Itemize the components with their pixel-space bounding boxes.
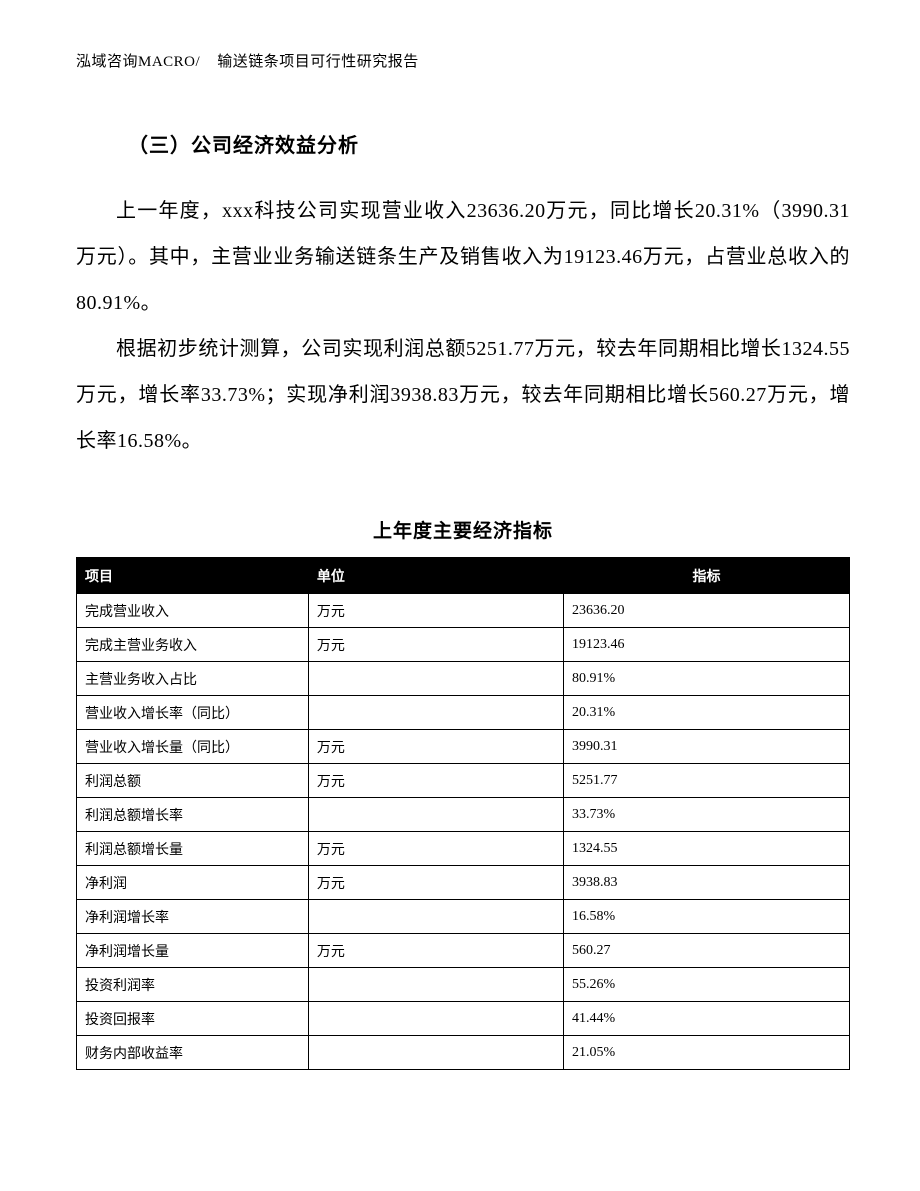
table-row: 利润总额 万元 5251.77 bbox=[77, 764, 850, 798]
cell-value: 16.58% bbox=[563, 900, 849, 934]
table-row: 营业收入增长量（同比） 万元 3990.31 bbox=[77, 730, 850, 764]
header-title: 输送链条项目可行性研究报告 bbox=[217, 54, 419, 70]
cell-item: 完成主营业务收入 bbox=[77, 628, 309, 662]
col-header-value: 指标 bbox=[563, 558, 849, 594]
table-row: 主营业务收入占比 80.91% bbox=[77, 662, 850, 696]
table-row: 净利润增长率 16.58% bbox=[77, 900, 850, 934]
cell-unit bbox=[308, 662, 563, 696]
cell-unit bbox=[308, 798, 563, 832]
cell-value: 80.91% bbox=[563, 662, 849, 696]
table-row: 投资利润率 55.26% bbox=[77, 968, 850, 1002]
cell-value: 41.44% bbox=[563, 1002, 849, 1036]
table-title: 上年度主要经济指标 bbox=[76, 516, 850, 543]
cell-value: 55.26% bbox=[563, 968, 849, 1002]
table-row: 净利润增长量 万元 560.27 bbox=[77, 934, 850, 968]
col-header-item: 项目 bbox=[77, 558, 309, 594]
cell-unit: 万元 bbox=[308, 594, 563, 628]
cell-value: 20.31% bbox=[563, 696, 849, 730]
cell-item: 主营业务收入占比 bbox=[77, 662, 309, 696]
cell-unit: 万元 bbox=[308, 730, 563, 764]
table-body: 完成营业收入 万元 23636.20 完成主营业务收入 万元 19123.46 … bbox=[77, 594, 850, 1070]
cell-unit: 万元 bbox=[308, 628, 563, 662]
cell-unit: 万元 bbox=[308, 832, 563, 866]
paragraph-2: 根据初步统计测算，公司实现利润总额5251.77万元，较去年同期相比增长1324… bbox=[76, 326, 850, 464]
table-row: 财务内部收益率 21.05% bbox=[77, 1036, 850, 1070]
cell-unit bbox=[308, 900, 563, 934]
cell-item: 投资利润率 bbox=[77, 968, 309, 1002]
cell-value: 1324.55 bbox=[563, 832, 849, 866]
cell-unit: 万元 bbox=[308, 934, 563, 968]
table-row: 完成营业收入 万元 23636.20 bbox=[77, 594, 850, 628]
cell-item: 利润总额 bbox=[77, 764, 309, 798]
cell-item: 完成营业收入 bbox=[77, 594, 309, 628]
table-row: 利润总额增长量 万元 1324.55 bbox=[77, 832, 850, 866]
cell-item: 净利润增长量 bbox=[77, 934, 309, 968]
cell-unit: 万元 bbox=[308, 764, 563, 798]
col-header-unit: 单位 bbox=[308, 558, 563, 594]
cell-value: 560.27 bbox=[563, 934, 849, 968]
cell-unit: 万元 bbox=[308, 866, 563, 900]
cell-value: 21.05% bbox=[563, 1036, 849, 1070]
cell-item: 利润总额增长率 bbox=[77, 798, 309, 832]
table-header-row: 项目 单位 指标 bbox=[77, 558, 850, 594]
cell-item: 净利润增长率 bbox=[77, 900, 309, 934]
cell-unit bbox=[308, 968, 563, 1002]
cell-value: 23636.20 bbox=[563, 594, 849, 628]
table-row: 投资回报率 41.44% bbox=[77, 1002, 850, 1036]
cell-item: 净利润 bbox=[77, 866, 309, 900]
cell-value: 3938.83 bbox=[563, 866, 849, 900]
paragraph-1: 上一年度，xxx科技公司实现营业收入23636.20万元，同比增长20.31%（… bbox=[76, 188, 850, 326]
cell-item: 投资回报率 bbox=[77, 1002, 309, 1036]
cell-unit bbox=[308, 1036, 563, 1070]
header-org: 泓域咨询MACRO/ bbox=[76, 54, 200, 70]
cell-unit bbox=[308, 1002, 563, 1036]
table-row: 净利润 万元 3938.83 bbox=[77, 866, 850, 900]
cell-item: 利润总额增长量 bbox=[77, 832, 309, 866]
section-heading: （三）公司经济效益分析 bbox=[76, 129, 850, 158]
cell-value: 5251.77 bbox=[563, 764, 849, 798]
table-row: 完成主营业务收入 万元 19123.46 bbox=[77, 628, 850, 662]
cell-value: 33.73% bbox=[563, 798, 849, 832]
economic-indicator-table: 项目 单位 指标 完成营业收入 万元 23636.20 完成主营业务收入 万元 … bbox=[76, 557, 850, 1070]
cell-item: 营业收入增长率（同比） bbox=[77, 696, 309, 730]
cell-item: 财务内部收益率 bbox=[77, 1036, 309, 1070]
page-header: 泓域咨询MACRO/ 输送链条项目可行性研究报告 bbox=[76, 50, 850, 71]
cell-value: 19123.46 bbox=[563, 628, 849, 662]
cell-item: 营业收入增长量（同比） bbox=[77, 730, 309, 764]
cell-unit bbox=[308, 696, 563, 730]
cell-value: 3990.31 bbox=[563, 730, 849, 764]
table-row: 营业收入增长率（同比） 20.31% bbox=[77, 696, 850, 730]
table-row: 利润总额增长率 33.73% bbox=[77, 798, 850, 832]
